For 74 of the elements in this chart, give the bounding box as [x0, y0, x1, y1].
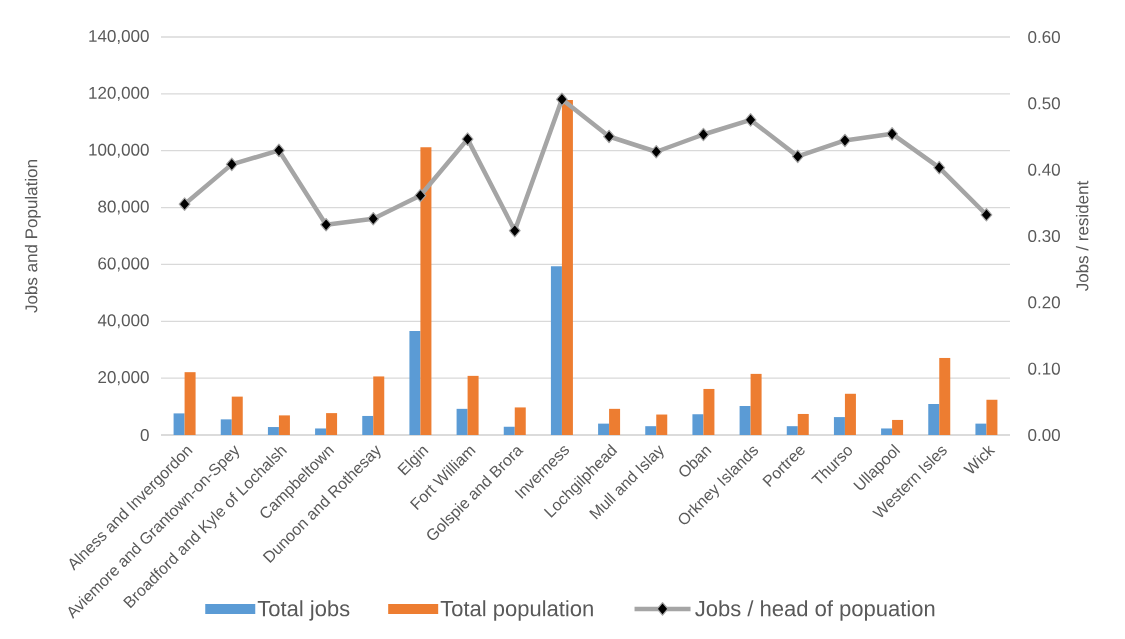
y-tick-label: 40,000: [97, 314, 149, 329]
bar: [503, 426, 515, 435]
point: [367, 211, 380, 226]
bar: [220, 419, 232, 435]
y2-tick-label: 0.20: [1028, 296, 1060, 309]
point: [886, 127, 899, 141]
bar: [514, 407, 526, 435]
point: [178, 197, 191, 211]
y-tick-label: 20,000: [98, 371, 149, 386]
y-tick-label: 140,000: [89, 29, 149, 45]
y2-tick-label: 0.60: [1028, 30, 1060, 44]
bar: [420, 147, 432, 435]
bar: [939, 357, 951, 435]
bar: [326, 413, 338, 435]
point: [414, 188, 427, 203]
bar: [609, 408, 621, 435]
y2-tick-label: 0.00: [1028, 428, 1060, 442]
y-tick-label: 80,000: [98, 200, 149, 215]
bar: [456, 408, 468, 435]
bar: [267, 427, 279, 435]
bar: [750, 373, 762, 435]
point: [650, 144, 663, 159]
bar: [409, 330, 421, 435]
y-tick-label: 100,000: [89, 143, 149, 158]
bar: [373, 376, 385, 435]
y2-axis-title: Jobs / resident: [1075, 180, 1089, 292]
bar: [173, 413, 185, 435]
y2-tick-label: 0.50: [1028, 97, 1060, 110]
point: [603, 129, 616, 144]
bar: [786, 426, 798, 435]
legend-label: Jobs / head of popuation: [695, 600, 935, 621]
point: [555, 92, 568, 107]
y-tick-label: 0: [140, 428, 149, 442]
y-axis-title: Jobs and Population: [24, 160, 41, 313]
bar: [656, 414, 668, 435]
bar: [928, 404, 940, 435]
bar: [692, 414, 704, 435]
point: [744, 113, 757, 127]
legend-label: Total jobs: [257, 600, 350, 621]
point: [933, 160, 946, 175]
point: [320, 217, 333, 232]
point: [272, 143, 285, 158]
bar: [184, 372, 196, 435]
bar: [833, 417, 845, 435]
bar: [797, 413, 809, 435]
bar: [467, 375, 479, 435]
bar: [598, 423, 610, 435]
y-tick-label: 120,000: [89, 86, 149, 101]
y2-tick-label: 0.30: [1028, 229, 1060, 243]
point: [508, 223, 521, 238]
point: [461, 132, 474, 146]
bar: [703, 388, 715, 435]
bar: [844, 393, 856, 435]
bar: [278, 415, 290, 435]
bar: [881, 428, 893, 435]
point: [225, 157, 238, 172]
bar: [986, 399, 998, 435]
y2-tick-label: 0.40: [1028, 163, 1060, 176]
bar: [892, 419, 904, 435]
point: [697, 127, 710, 142]
point: [791, 149, 804, 164]
bar: [315, 428, 327, 435]
bar: [645, 426, 657, 435]
point: [980, 207, 993, 222]
point: [838, 133, 851, 148]
y-tick-label: 60,000: [98, 257, 149, 272]
bar: [550, 266, 562, 435]
legend-label: Total population: [440, 600, 593, 621]
bar: [975, 423, 987, 435]
y2-tick-label: 0.10: [1028, 362, 1060, 375]
bar: [231, 396, 243, 435]
bar: [739, 406, 751, 435]
bar: [362, 415, 374, 435]
bar: [561, 100, 573, 435]
